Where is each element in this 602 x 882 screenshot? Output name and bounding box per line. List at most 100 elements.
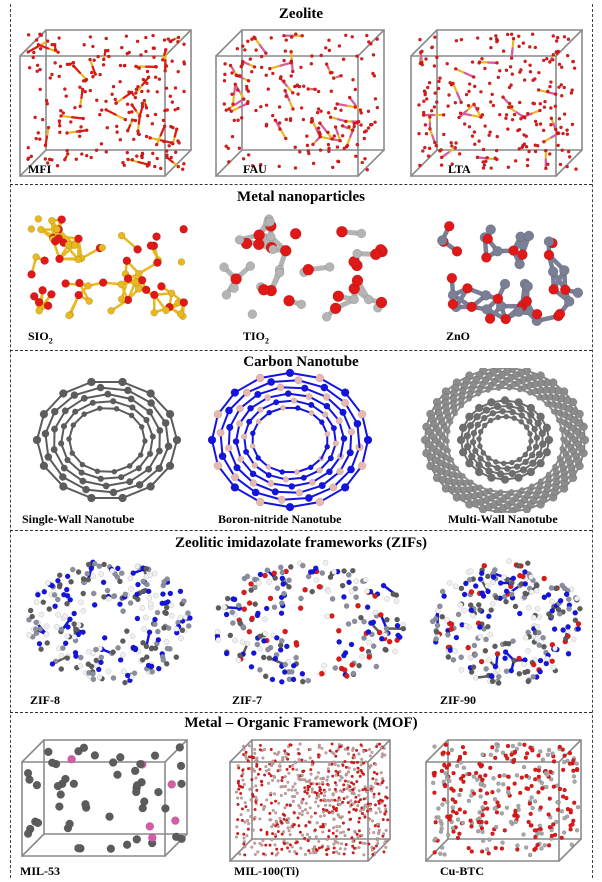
- oxygen-atom: [130, 157, 135, 162]
- framework-atom: [334, 749, 339, 753]
- oxygen-atom: [432, 140, 437, 145]
- tube-atom: [487, 417, 494, 424]
- framework-atom: [49, 661, 56, 667]
- framework-atom: [249, 798, 253, 802]
- framework-atom: [23, 768, 33, 778]
- framework-atom: [185, 623, 192, 629]
- tube-atom: [340, 435, 348, 442]
- oxygen-atom: [258, 162, 263, 167]
- framework-atom: [71, 621, 77, 627]
- framework-atom: [394, 622, 401, 629]
- tube-bond: [254, 491, 283, 501]
- framework-atom: [284, 643, 290, 650]
- tube-bond: [138, 467, 161, 486]
- oxygen-atom: [354, 154, 358, 159]
- oxygen-atom: [333, 106, 338, 111]
- oxygen-atom: [501, 49, 506, 53]
- framework-atom: [253, 759, 257, 764]
- oxygen-atom: [77, 134, 82, 139]
- oxygen-atom: [339, 108, 343, 113]
- framework-atom: [236, 818, 240, 822]
- framework-atom: [234, 790, 238, 794]
- oxygen-atom: [538, 122, 543, 126]
- oxygen-atom: [528, 63, 532, 68]
- oxygen-atom: [549, 80, 553, 84]
- oxygen-atom: [91, 44, 95, 49]
- framework-atom: [242, 747, 246, 751]
- tube-atom: [559, 445, 566, 452]
- oxygen-atom: [562, 85, 567, 90]
- framework-atom: [279, 793, 283, 798]
- framework-atom: [442, 852, 447, 857]
- framework-atom: [140, 639, 146, 646]
- oxygen-atom: [332, 290, 345, 302]
- framework-bond: [233, 83, 237, 96]
- framework-atom: [450, 657, 457, 663]
- tube-atom: [79, 477, 87, 485]
- tube-bond: [238, 407, 252, 425]
- framework-atom: [489, 678, 496, 685]
- tube-atom: [357, 410, 367, 419]
- framework-atom: [75, 569, 82, 575]
- framework-atom: [372, 792, 376, 796]
- metal-atom: [135, 269, 143, 278]
- framework-atom: [549, 608, 556, 614]
- oxygen-atom: [313, 87, 317, 92]
- framework-atom: [478, 794, 483, 799]
- framework-atom: [168, 612, 175, 619]
- framework-atom: [278, 610, 285, 617]
- oxygen-atom: [453, 67, 458, 71]
- framework-atom: [263, 773, 267, 777]
- oxygen-atom: [75, 278, 84, 288]
- framework-atom: [275, 847, 279, 851]
- framework-atom: [515, 563, 522, 569]
- oxygen-atom: [259, 104, 263, 109]
- label-mil-100-ti: MIL-100(Ti): [234, 864, 300, 878]
- framework-atom: [343, 759, 347, 764]
- tube-atom: [485, 387, 491, 393]
- framework-atom: [521, 764, 527, 770]
- oxygen-atom: [327, 38, 331, 42]
- framework-atom: [378, 810, 383, 814]
- zif-90-structure: [425, 555, 590, 690]
- framework-atom: [463, 580, 469, 587]
- framework-atom: [523, 755, 529, 760]
- framework-atom: [214, 628, 221, 635]
- framework-atom: [361, 618, 367, 625]
- tube-atom: [550, 408, 557, 415]
- framework-atom: [291, 763, 295, 767]
- metal-atom: [325, 262, 335, 272]
- section-separator: [10, 530, 592, 531]
- framework-atom: [255, 764, 259, 768]
- framework-atom: [534, 605, 541, 612]
- tube-atom: [80, 394, 88, 402]
- framework-atom: [239, 791, 243, 796]
- framework-atom: [480, 829, 485, 835]
- mil-53-structure: [14, 734, 199, 862]
- tube-atom: [481, 414, 488, 422]
- oxygen-atom: [549, 116, 554, 121]
- sio2-structure: [14, 208, 199, 328]
- tube-atom: [443, 454, 450, 461]
- tube-atom: [51, 425, 59, 433]
- tube-bond: [328, 455, 342, 473]
- framework-atom: [372, 593, 378, 599]
- framework-atom: [369, 784, 373, 788]
- framework-atom: [135, 596, 141, 603]
- tube-bond: [290, 481, 314, 488]
- framework-atom: [485, 573, 491, 580]
- framework-atom: [370, 845, 374, 849]
- oxygen-atom: [306, 87, 311, 91]
- oxygen-atom: [495, 61, 499, 65]
- oxygen-atom: [69, 120, 73, 124]
- framework-atom: [545, 752, 551, 757]
- framework-atom: [293, 642, 300, 648]
- oxygen-atom: [40, 117, 45, 122]
- framework-atom: [365, 790, 369, 794]
- tube-atom: [118, 377, 127, 387]
- framework-atom: [383, 753, 387, 757]
- framework-atom: [367, 818, 371, 822]
- tube-bond: [81, 480, 108, 487]
- tube-bond: [297, 379, 326, 389]
- oxygen-atom: [169, 124, 173, 129]
